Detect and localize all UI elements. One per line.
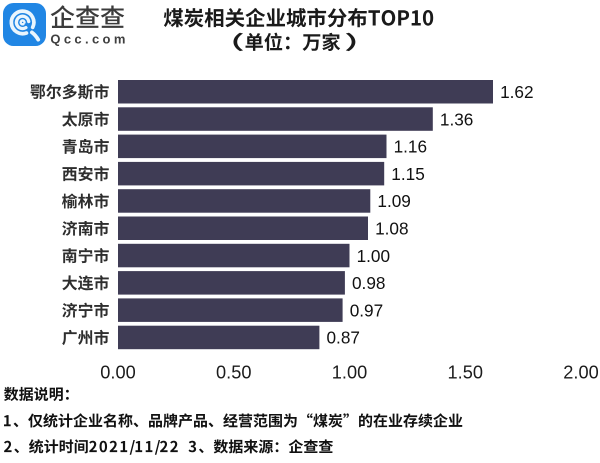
svg-text:0.98: 0.98 [352,273,385,293]
svg-text:1.00: 1.00 [357,246,390,266]
svg-text:1.50: 1.50 [448,363,483,383]
svg-text:0.97: 0.97 [350,300,383,320]
svg-text:0.50: 0.50 [216,363,251,383]
svg-text:1.09: 1.09 [377,191,410,211]
svg-text:1.62: 1.62 [500,82,533,102]
svg-text:0.00: 0.00 [100,363,135,383]
svg-text:1.00: 1.00 [332,363,367,383]
svg-text:1.15: 1.15 [391,164,424,184]
svg-text:1.36: 1.36 [440,109,473,129]
svg-text:1.16: 1.16 [394,137,427,157]
svg-text:Qcc.com: Qcc.com [50,32,128,47]
svg-text:1.08: 1.08 [375,219,408,239]
svg-text:2.00: 2.00 [563,363,598,383]
svg-text:0.87: 0.87 [327,328,360,348]
